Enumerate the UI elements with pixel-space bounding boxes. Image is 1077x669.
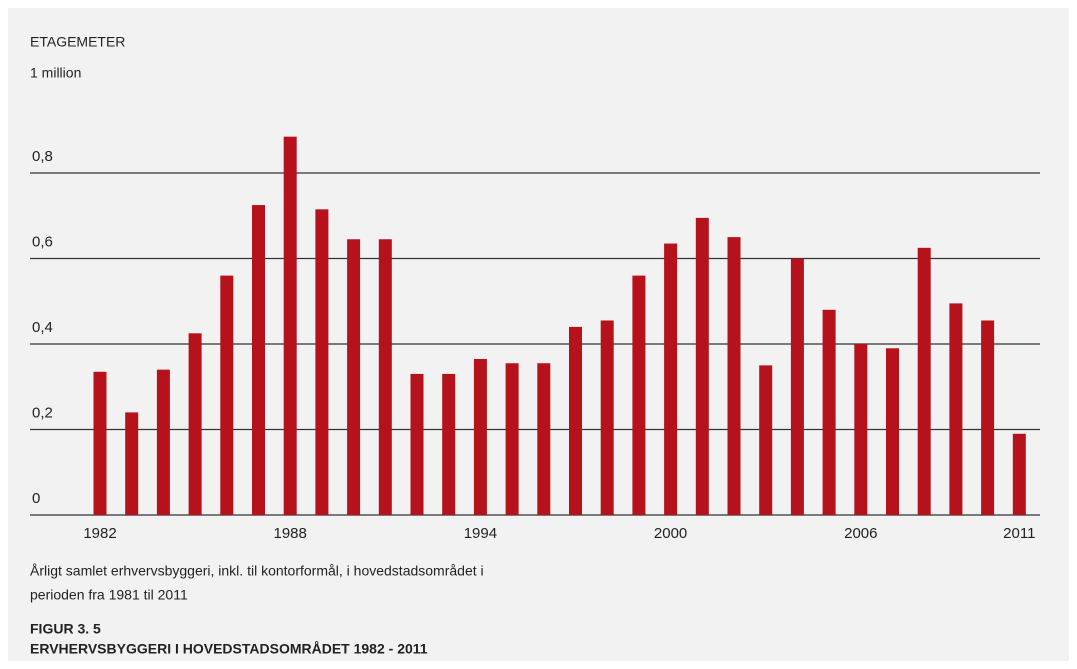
x-tick-label: 2011	[1003, 525, 1035, 542]
bar	[125, 412, 139, 515]
caption: Årligt samlet erhvervsbyggeri, inkl. til…	[30, 563, 484, 579]
bar	[600, 320, 614, 515]
bar	[917, 247, 931, 515]
bar	[790, 258, 804, 515]
bar	[220, 275, 234, 515]
bar	[315, 209, 329, 515]
bar	[473, 358, 487, 515]
chart-title: ERVHERVSBYGGERI I HOVEDSTADSOMRÅDET 1982…	[30, 641, 428, 657]
y-tick-label: 0,2	[32, 404, 53, 421]
unit-label: 1 million	[30, 65, 81, 81]
bar	[156, 369, 170, 515]
caption: perioden fra 1981 til 2011	[30, 587, 188, 603]
x-tick-label: 1994	[464, 525, 497, 542]
figure-label: FIGUR 3. 5	[30, 621, 101, 637]
bar	[537, 363, 551, 515]
y-tick-label: 0,8	[32, 148, 53, 165]
bar	[822, 309, 836, 515]
bar	[378, 239, 392, 515]
bar	[188, 333, 202, 515]
bar	[981, 320, 995, 515]
bar	[347, 239, 361, 515]
bar	[886, 348, 899, 515]
bar	[252, 205, 265, 515]
bar	[442, 373, 456, 515]
bar	[505, 363, 519, 515]
bar	[283, 136, 297, 515]
bar	[949, 303, 963, 515]
bar	[93, 371, 107, 515]
x-tick-label: 2006	[844, 525, 877, 542]
bar	[632, 275, 646, 515]
y-tick-label: 0	[32, 490, 40, 507]
bar	[759, 365, 773, 515]
bar	[410, 373, 424, 515]
x-tick-label: 1988	[274, 525, 307, 542]
y-tick-label: 0,6	[32, 233, 53, 250]
bar	[664, 243, 678, 515]
bar	[1012, 433, 1026, 515]
bar	[569, 326, 582, 515]
y-tick-label: 0,4	[32, 319, 53, 336]
bar	[727, 237, 741, 515]
x-tick-label: 2000	[654, 525, 687, 542]
x-tick-label: 1982	[83, 525, 116, 542]
y-axis-label: ETAGEMETER	[30, 34, 125, 50]
bar	[854, 344, 868, 515]
background	[8, 8, 1069, 661]
bar	[695, 217, 709, 515]
